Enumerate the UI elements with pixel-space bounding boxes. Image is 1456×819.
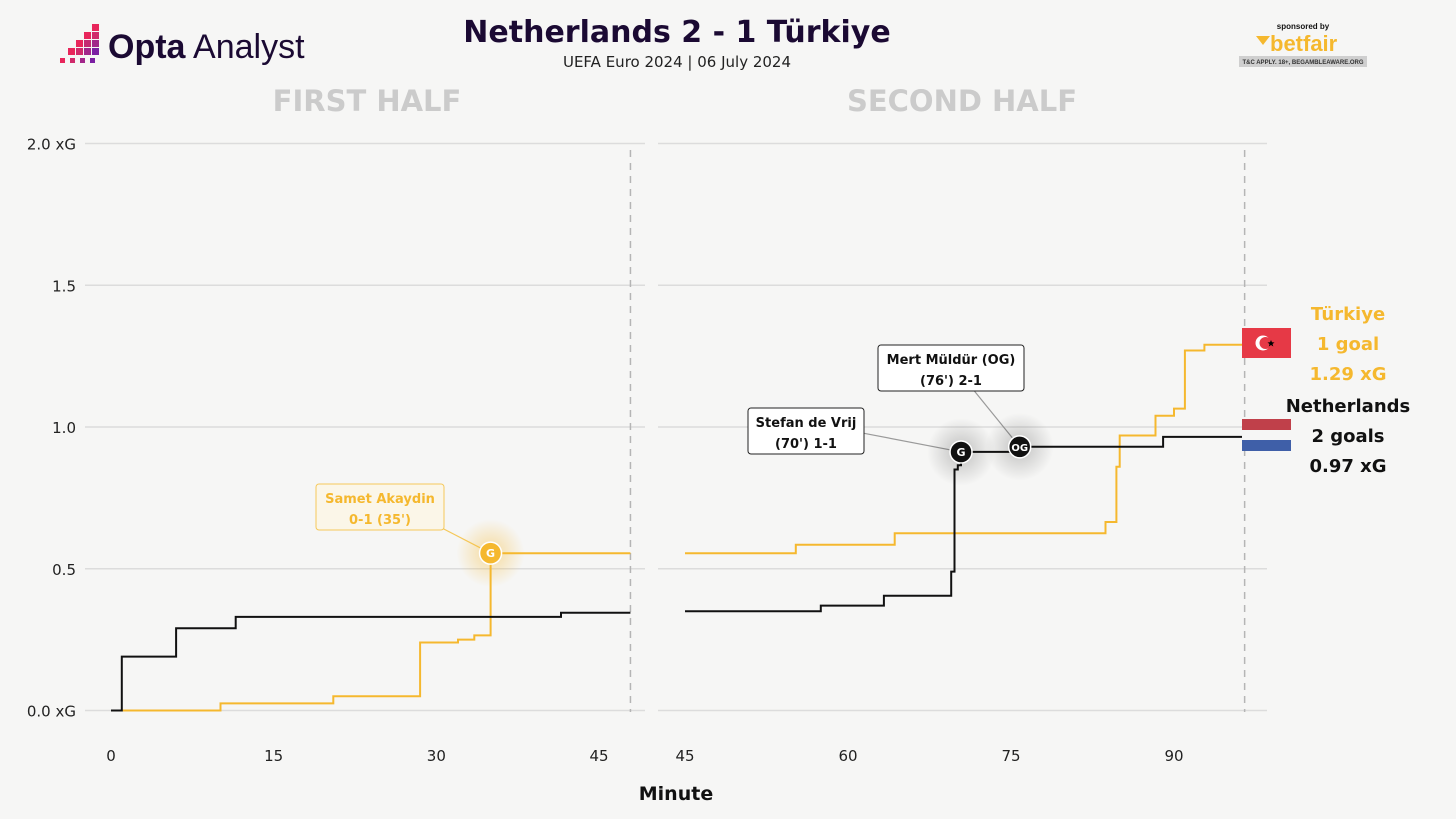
flag-crescent-cut	[1259, 337, 1272, 349]
goal-label-text: Mert Müldür (OG)	[887, 353, 1016, 368]
goal-label-text: Stefan de Vrij	[756, 416, 857, 431]
sponsor-disclaimer-bar	[1239, 56, 1367, 67]
sponsor-disclaimer: T&C APPLY. 18+, BEGAMBLEAWARE.ORG	[1242, 60, 1363, 66]
opta-logo-mark	[60, 24, 99, 63]
goal-label-text: (76') 2-1	[920, 374, 982, 389]
betfair-sponsor: sponsored by betfair T&C APPLY. 18+, BEG…	[1239, 22, 1367, 67]
legend-text: Netherlands	[1286, 396, 1411, 417]
legend-text: 1.29 xG	[1309, 364, 1386, 385]
y-tick-label: 1.0	[52, 419, 76, 437]
legend-item-netherlands: Netherlands 2 goals 0.97 xG	[1242, 396, 1410, 477]
x-tick-label: 0	[106, 747, 116, 765]
y-tick-label: 1.5	[52, 277, 76, 295]
panel-title: FIRST HALF	[273, 84, 462, 118]
goal-marker	[949, 440, 973, 464]
netherlands-flag-blue	[1242, 440, 1291, 451]
series-line-turkiye	[685, 343, 1245, 555]
goal-label-text: 0-1 (35')	[349, 513, 411, 528]
legend-text: 0.97 xG	[1309, 456, 1386, 477]
x-tick-label: 90	[1164, 747, 1183, 765]
betfair-arrow-icon	[1256, 36, 1270, 45]
panel-first-half: FIRST HALF 0 15 30 45 G Samet Akaydin 0-1 (35')	[85, 84, 645, 765]
goal-label-text: (70') 1-1	[775, 437, 837, 452]
sponsor-small-text: sponsored by	[1277, 22, 1330, 31]
netherlands-flag-red	[1242, 419, 1291, 430]
legend-item-turkiye: Türkiye 1 goal 1.29 xG	[1242, 304, 1387, 385]
y-tick-label: 0.0 xG	[27, 703, 76, 721]
opta-logo-text: Opta Analyst	[108, 28, 305, 66]
x-tick-label: 75	[1001, 747, 1020, 765]
series-line-turkiye	[121, 552, 631, 712]
y-tick-label: 2.0 xG	[27, 136, 76, 154]
x-tick-label: 60	[838, 747, 857, 765]
x-tick-label: 15	[264, 747, 283, 765]
panel-title: SECOND HALF	[847, 84, 1077, 118]
legend: Türkiye 1 goal 1.29 xG Netherlands 2 goals 0.…	[1242, 304, 1410, 477]
legend-text: 1 goal	[1317, 334, 1379, 355]
opta-analyst-logo: Opta Analyst	[60, 24, 305, 66]
panel-second-half: SECOND HALF 45 60 75 90 G Stefan de Vrij (70') …	[658, 84, 1267, 765]
flag-star-icon	[1267, 340, 1275, 347]
page-title: Netherlands 2 - 1 Türkiye	[463, 15, 890, 50]
goal-label-box	[747, 407, 865, 455]
legend-text: Türkiye	[1311, 304, 1385, 325]
x-tick-label: 30	[427, 747, 446, 765]
goal-marker-label: G	[486, 547, 495, 560]
x-tick-label: 45	[675, 747, 694, 765]
goal-marker	[1007, 435, 1032, 459]
page-subtitle: UEFA Euro 2024 | 06 July 2024	[563, 53, 791, 71]
x-tick-label: 45	[589, 747, 608, 765]
x-axis-title: Minute	[639, 783, 713, 805]
goal-label-box	[877, 344, 1025, 392]
goal-label-box	[315, 483, 445, 531]
series-line-netherlands	[111, 611, 631, 712]
goal-marker	[478, 541, 503, 565]
goal-marker-label: G	[956, 446, 965, 459]
sponsor-name: betfair	[1270, 31, 1338, 56]
y-tick-label: 0.5	[52, 561, 76, 579]
netherlands-flag-white	[1242, 430, 1291, 440]
goal-marker-label: OG	[1011, 443, 1028, 454]
goal-label-text: Samet Akaydin	[325, 492, 435, 507]
legend-text: 2 goals	[1311, 426, 1384, 447]
